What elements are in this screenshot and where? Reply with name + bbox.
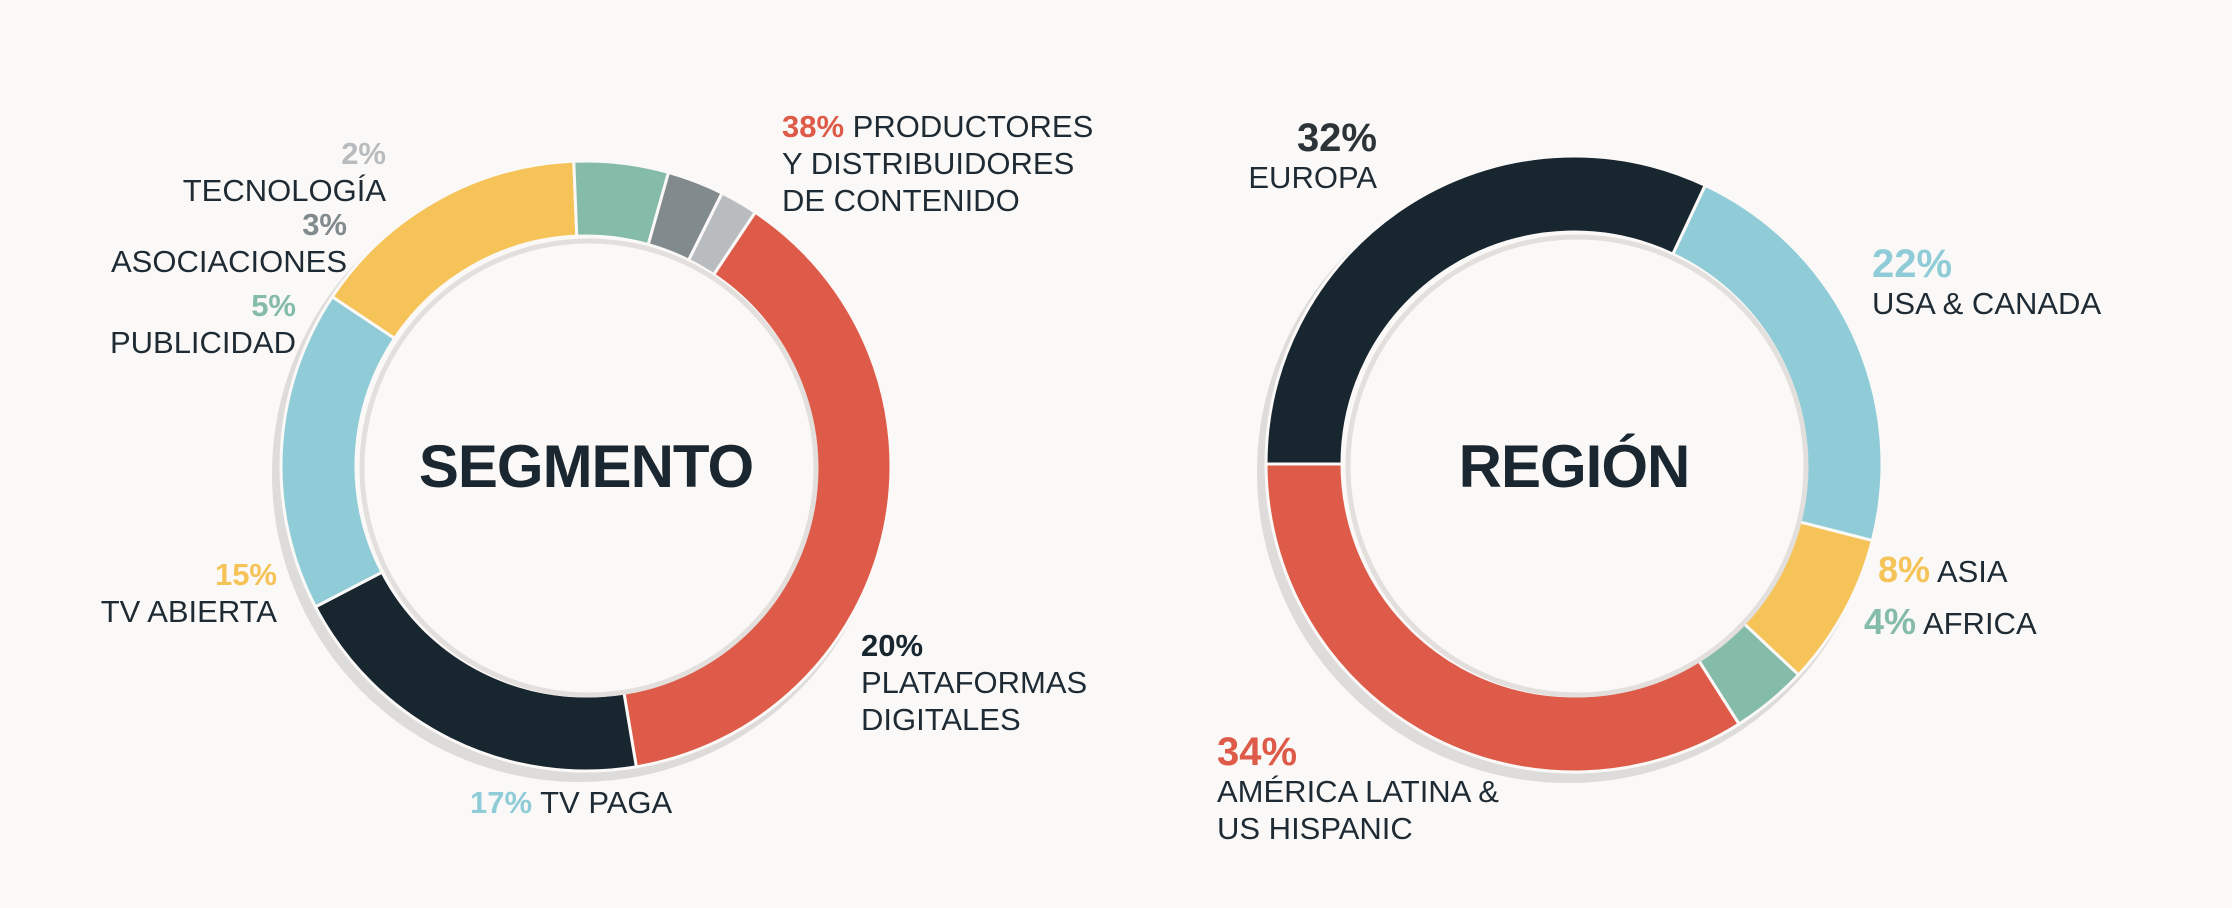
label-tv-paga: 17% TV PAGA — [470, 784, 672, 821]
label-usa-canada-text: USA & CANADA — [1872, 286, 2102, 321]
pct-asia: 8% — [1878, 549, 1931, 590]
label-publicidad-text: PUBLICIDAD — [109, 325, 296, 360]
pct-tv-paga: 17% — [470, 785, 533, 820]
label-asociaciones: 3% ASOCIACIONES — [111, 206, 347, 280]
label-tv-abierta: 15% TV ABIERTA — [101, 556, 277, 630]
pct-africa: 4% — [1864, 601, 1917, 642]
donut-inner-shadow — [1345, 234, 1809, 698]
slice-tecnología — [686, 191, 758, 277]
pct-tecnologia: 2% — [341, 136, 386, 171]
region-donut — [1257, 154, 1884, 783]
label-europa: 32% EUROPA — [1248, 118, 1377, 196]
pct-productores: 38% — [782, 109, 845, 144]
label-asia-text: ASIA — [1936, 554, 2008, 589]
label-asia: 8% ASIA — [1878, 551, 2008, 590]
label-productores-line1: PRODUCTORES — [852, 109, 1094, 144]
segmento-title: SEGMENTO — [418, 433, 754, 500]
label-tecnologia-text: TECNOLOGÍA — [182, 173, 386, 208]
pct-plataformas: 20% — [861, 628, 924, 663]
label-tv-paga-text: TV PAGA — [540, 785, 673, 820]
donut-hole — [1343, 233, 1805, 695]
label-tecnologia: 2% TECNOLOGÍA — [183, 135, 386, 209]
region-title: REGIÓN — [1458, 433, 1691, 500]
label-tv-abierta-text: TV ABIERTA — [100, 594, 277, 629]
slice-europa — [1264, 154, 1708, 466]
label-productores: 38% PRODUCTORES Y DISTRIBUIDORES DE CONT… — [782, 108, 1093, 219]
label-america-latina: 34% AMÉRICA LATINA & US HISPANIC — [1217, 732, 1499, 847]
pct-usa-canada: 22% — [1872, 242, 1953, 286]
label-usa-canada: 22% USA & CANADA — [1872, 244, 2102, 322]
label-europa-text: EUROPA — [1248, 160, 1377, 195]
pct-publicidad: 5% — [251, 288, 296, 323]
donut-inner-shadow — [359, 238, 819, 698]
label-productores-line3: DE CONTENIDO — [782, 183, 1020, 218]
label-asociaciones-text: ASOCIACIONES — [111, 244, 347, 279]
pct-tv-abierta: 15% — [214, 557, 277, 592]
pct-europa: 32% — [1296, 116, 1377, 160]
label-africa: 4% AFRICA — [1864, 603, 2037, 642]
label-plataformas-line2: DIGITALES — [861, 702, 1021, 737]
label-productores-line2: Y DISTRIBUIDORES — [782, 146, 1075, 181]
segmento-donut — [272, 159, 893, 782]
pct-america-latina: 34% — [1217, 730, 1298, 774]
pct-asociaciones: 3% — [302, 207, 347, 242]
label-africa-text: AFRICA — [1922, 606, 2037, 641]
donut-hole — [357, 237, 815, 695]
label-america-latina-line2: US HISPANIC — [1217, 811, 1413, 846]
label-plataformas: 20% PLATAFORMAS DIGITALES — [861, 627, 1087, 738]
label-publicidad: 5% PUBLICIDAD — [110, 287, 296, 361]
label-plataformas-line1: PLATAFORMAS — [861, 665, 1088, 700]
label-america-latina-line1: AMÉRICA LATINA & — [1217, 774, 1499, 809]
